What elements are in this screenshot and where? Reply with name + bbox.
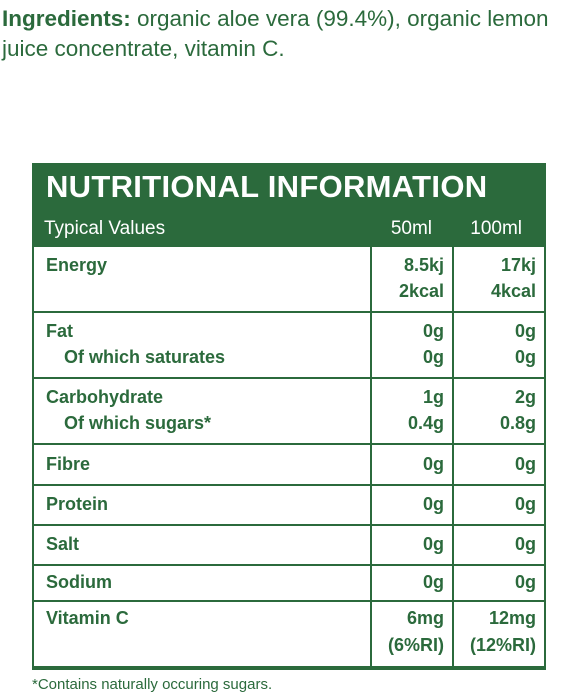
row-carbohydrate-label: Carbohydrate Of which sugars* (34, 379, 370, 443)
header-typical-values: Typical Values (44, 218, 166, 239)
sugars-50ml: 0.4g (407, 413, 444, 433)
row-salt-50ml: 0g (372, 526, 452, 564)
protein-100ml: 0g (514, 494, 536, 514)
row-fat-label: Fat Of which saturates (34, 313, 370, 377)
row-fibre-label: Fibre (34, 445, 370, 484)
row-protein-50ml: 0g (372, 486, 452, 524)
row-vitamin-c-label: Vitamin C (34, 602, 370, 666)
saturates-50ml: 0g (422, 347, 444, 367)
fat-100ml: 0g (514, 321, 536, 341)
row-sodium-100ml: 0g (454, 566, 544, 600)
saturates-label: Of which saturates (64, 347, 226, 367)
row-fibre-50ml: 0g (372, 445, 452, 484)
row-vitamin-c-100ml: 12mg (12%RI) (454, 602, 544, 666)
row-fat-100ml: 0g 0g (454, 313, 544, 377)
energy-label: Energy (46, 255, 108, 275)
row-carbohydrate-100ml: 2g 0.8g (454, 379, 544, 443)
header-50ml: 50ml (390, 218, 432, 239)
salt-50ml: 0g (422, 534, 444, 554)
energy-100ml-kj: 17kj (500, 255, 536, 275)
salt-100ml: 0g (514, 534, 536, 554)
vitamin-c-50ml: 6mg (406, 608, 444, 628)
fibre-50ml: 0g (422, 454, 444, 474)
fat-label: Fat (46, 321, 73, 341)
footnote: *Contains naturally occuring sugars. (32, 676, 273, 693)
row-fibre-100ml: 0g (454, 445, 544, 484)
row-fat-50ml: 0g 0g (372, 313, 452, 377)
protein-50ml: 0g (422, 494, 444, 514)
fibre-label: Fibre (46, 454, 91, 474)
row-energy-50ml: 8.5kj 2kcal (372, 247, 452, 311)
fat-50ml: 0g (422, 321, 444, 341)
vitamin-c-100ml: 12mg (488, 608, 536, 628)
table-title: NUTRITIONAL INFORMATION (46, 169, 488, 204)
carbohydrate-50ml: 1g (422, 387, 444, 407)
row-salt-100ml: 0g (454, 526, 544, 564)
fibre-100ml: 0g (514, 454, 536, 474)
vitamin-c-label: Vitamin C (46, 608, 129, 628)
row-carbohydrate-50ml: 1g 0.4g (372, 379, 452, 443)
vitamin-c-50ml-ri: (6%RI) (387, 635, 444, 655)
sugars-label: Of which sugars* (64, 413, 212, 433)
energy-50ml-kcal: 2kcal (398, 281, 444, 301)
row-energy-100ml: 17kj 4kcal (454, 247, 544, 311)
row-sodium-label: Sodium (34, 566, 370, 600)
ingredients-text: organic aloe vera (99.4%), organic lemon… (2, 6, 549, 61)
sodium-50ml: 0g (422, 572, 444, 592)
vitamin-c-100ml-ri: (12%RI) (469, 635, 536, 655)
header-100ml: 100ml (470, 218, 522, 239)
ingredients-label: Ingredients: (2, 6, 131, 31)
energy-100ml-kcal: 4kcal (490, 281, 536, 301)
row-vitamin-c-50ml: 6mg (6%RI) (372, 602, 452, 666)
protein-label: Protein (46, 494, 109, 514)
sugars-100ml: 0.8g (499, 413, 536, 433)
sodium-100ml: 0g (514, 572, 536, 592)
carbohydrate-label: Carbohydrate (46, 387, 164, 407)
row-protein-label: Protein (34, 486, 370, 524)
row-protein-100ml: 0g (454, 486, 544, 524)
nutrition-table: NUTRITIONAL INFORMATION Typical Values 5… (32, 163, 546, 670)
sodium-label: Sodium (46, 572, 112, 592)
energy-50ml-kj: 8.5kj (403, 255, 444, 275)
carbohydrate-100ml: 2g (514, 387, 536, 407)
row-sodium-50ml: 0g (372, 566, 452, 600)
ingredients-statement: Ingredients: organic aloe vera (99.4%), … (2, 4, 577, 64)
row-salt-label: Salt (34, 526, 370, 564)
saturates-100ml: 0g (514, 347, 536, 367)
salt-label: Salt (46, 534, 80, 554)
row-energy-label: Energy (34, 247, 370, 311)
